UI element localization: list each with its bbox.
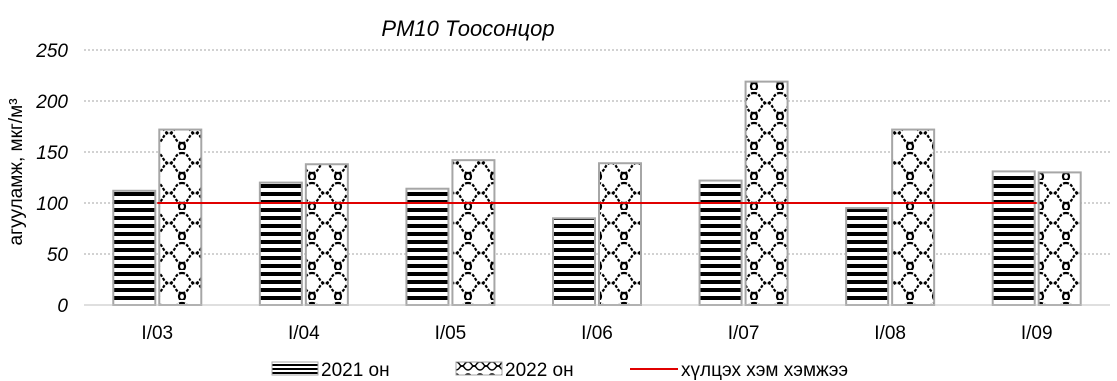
bar-2022-I-03	[158, 128, 203, 306]
bar-2021-I-08	[845, 207, 890, 307]
x-tick-label: I/04	[288, 323, 320, 344]
bar-2021-I-03	[112, 189, 157, 306]
y-tick-label: 0	[57, 296, 68, 317]
y-axis-ticks: 0 50 100 150 200 250	[35, 41, 68, 317]
x-tick-label: I/08	[874, 323, 906, 344]
legend-swatch-2022	[455, 361, 503, 376]
bar-2021-I-07	[698, 179, 743, 306]
chart-title: PM10 Тоосонцор	[381, 16, 554, 41]
legend-label-2022: 2022 он	[505, 360, 574, 381]
legend-label-2021: 2021 он	[321, 360, 390, 381]
gridlines	[84, 49, 1110, 255]
y-tick-label: 200	[35, 92, 68, 113]
legend-item-2022: 2022 он	[455, 360, 574, 381]
bar-2022-I-05	[451, 159, 496, 306]
legend: 2021 он 2022 он хүлцэх хэм хэмжээ	[271, 360, 848, 381]
legend-swatch-2021	[271, 361, 319, 376]
y-tick-label: 100	[36, 194, 68, 215]
bar-2022-I-09	[1037, 171, 1082, 306]
x-tick-label: I/03	[141, 323, 173, 344]
legend-label-limit: хүлцэх хэм хэмжээ	[681, 360, 848, 381]
legend-item-2021: 2021 он	[271, 360, 390, 381]
x-tick-label: I/05	[435, 323, 467, 344]
y-tick-label: 250	[35, 41, 68, 62]
bar-2022-I-08	[891, 128, 936, 306]
bar-2021-I-06	[552, 217, 596, 306]
y-axis-label: агууламж, мкг/м³	[6, 98, 27, 245]
x-tick-label: I/09	[1021, 323, 1053, 344]
bar-2022-I-06	[598, 162, 642, 306]
x-tick-label: I/07	[728, 323, 760, 344]
bar-2021-I-09	[991, 170, 1036, 306]
y-tick-label: 150	[36, 143, 68, 164]
bar-2021-I-04	[258, 181, 303, 307]
bar-2022-I-04	[304, 163, 349, 306]
bars	[112, 80, 1082, 307]
bar-2021-I-05	[405, 187, 450, 306]
bar-2022-I-07	[744, 80, 789, 307]
x-axis-ticks: I/03 I/04 I/05 I/06 I/07 I/08 I/09	[141, 323, 1052, 344]
y-tick-label: 50	[47, 245, 69, 266]
legend-item-limit: хүлцэх хэм хэмжээ	[630, 360, 848, 381]
x-tick-label: I/06	[581, 323, 613, 344]
